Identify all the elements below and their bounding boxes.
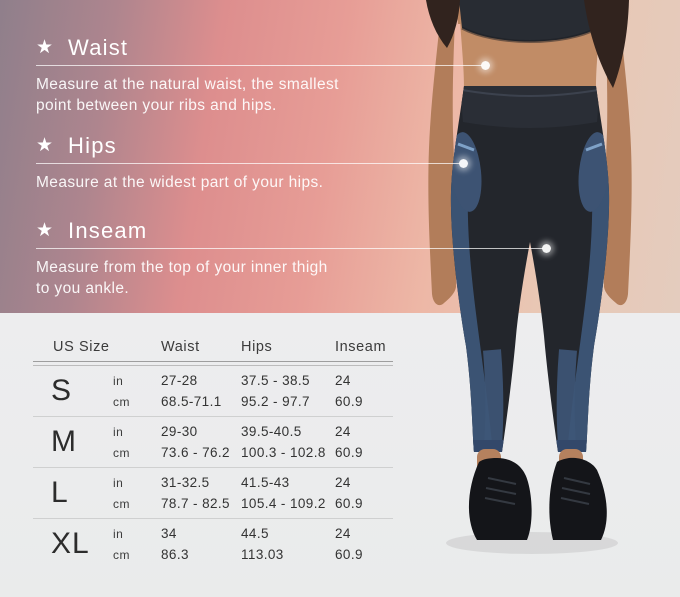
waist-value: 31-32.5 <box>161 475 210 490</box>
hips-value: 37.5 - 38.5 <box>241 373 310 388</box>
unit-label: in <box>113 425 124 439</box>
waist-value: 27-28 <box>161 373 198 388</box>
section-waist-heading: ★ Waist <box>36 33 680 63</box>
waist-value: 73.6 - 76.2 <box>161 445 230 460</box>
hips-value: 105.4 - 109.2 <box>241 496 326 511</box>
section-hips: ★ Hips Measure at the widest part of you… <box>36 131 680 194</box>
unit-label: cm <box>113 446 130 460</box>
header-divider <box>33 361 393 366</box>
header-us-size: US Size <box>53 339 110 355</box>
size-label: M <box>51 425 77 458</box>
size-label: S <box>51 374 73 407</box>
inseam-value: 24 <box>335 373 351 388</box>
hair-left <box>426 0 460 48</box>
size-table: US Size Waist Hips Inseam S in 27-28 37.… <box>33 313 393 569</box>
section-title: Hips <box>68 133 117 158</box>
model-photo <box>380 0 680 597</box>
measurement-guide: ★ Waist Measure at the natural waist, th… <box>36 33 680 300</box>
inseam-value: 60.9 <box>335 394 363 409</box>
waist-value: 34 <box>161 526 177 541</box>
hips-value: 113.03 <box>241 547 284 562</box>
inseam-value: 24 <box>335 475 351 490</box>
star-icon: ★ <box>36 219 54 241</box>
callout-dot-inseam <box>542 244 551 253</box>
section-title: Waist <box>68 35 129 60</box>
size-label: XL <box>51 527 90 560</box>
table-row-l: L in 31-32.5 41.5-43 24 cm 78.7 - 82.5 1… <box>33 468 393 519</box>
size-label: L <box>51 476 69 509</box>
hips-value: 39.5-40.5 <box>241 424 302 439</box>
section-waist: ★ Waist Measure at the natural waist, th… <box>36 33 680 117</box>
row-m-inches: in 29-30 39.5-40.5 24 <box>113 421 393 442</box>
row-l-cm: cm 78.7 - 82.5 105.4 - 109.2 60.9 <box>113 493 393 514</box>
waist-value: 78.7 - 82.5 <box>161 496 230 511</box>
unit-label: cm <box>113 497 130 511</box>
row-s-inches: in 27-28 37.5 - 38.5 24 <box>113 370 393 391</box>
left-sneaker <box>468 458 532 540</box>
hips-value: 100.3 - 102.8 <box>241 445 326 460</box>
section-inseam: ★ Inseam Measure from the top of your in… <box>36 216 680 300</box>
table-row-xl: XL in 34 44.5 24 cm 86.3 113.03 60.9 <box>33 519 393 569</box>
table-row-m: M in 29-30 39.5-40.5 24 cm 73.6 - 76.2 1… <box>33 417 393 468</box>
unit-label: in <box>113 476 124 490</box>
sports-bra <box>459 0 601 42</box>
row-m-cm: cm 73.6 - 76.2 100.3 - 102.8 60.9 <box>113 442 393 463</box>
star-icon: ★ <box>36 134 54 156</box>
waist-value: 29-30 <box>161 424 198 439</box>
section-title: Inseam <box>68 218 148 243</box>
unit-label: in <box>113 374 124 388</box>
hips-value: 44.5 <box>241 526 269 541</box>
unit-label: cm <box>113 548 130 562</box>
star-icon: ★ <box>36 36 54 58</box>
callout-dot-hips <box>459 159 468 168</box>
hips-value: 95.2 - 97.7 <box>241 394 310 409</box>
table-header: US Size Waist Hips Inseam <box>33 313 393 355</box>
row-xl-cm: cm 86.3 113.03 60.9 <box>113 544 393 565</box>
unit-label: cm <box>113 395 130 409</box>
inseam-value: 24 <box>335 424 351 439</box>
section-description: Measure from the top of your inner thigh… <box>36 259 328 297</box>
section-inseam-heading: ★ Inseam <box>36 216 680 246</box>
header-hips: Hips <box>241 339 273 355</box>
callout-line-waist <box>36 61 490 70</box>
callout-line-inseam <box>36 244 551 253</box>
hips-value: 41.5-43 <box>241 475 290 490</box>
row-s-cm: cm 68.5-71.1 95.2 - 97.7 60.9 <box>113 391 393 412</box>
callout-dot-waist <box>481 61 490 70</box>
section-description: Measure at the widest part of your hips. <box>36 174 324 191</box>
section-description: Measure at the natural waist, the smalle… <box>36 76 339 114</box>
section-hips-heading: ★ Hips <box>36 131 680 161</box>
shoe-laces <box>484 477 591 505</box>
inseam-value: 24 <box>335 526 351 541</box>
callout-line-hips <box>36 159 468 168</box>
right-sneaker <box>549 457 607 540</box>
waist-value: 86.3 <box>161 547 189 562</box>
left-arm <box>428 0 457 306</box>
inseam-value: 60.9 <box>335 547 363 562</box>
inseam-value: 60.9 <box>335 445 363 460</box>
inseam-value: 60.9 <box>335 496 363 511</box>
row-xl-inches: in 34 44.5 24 <box>113 523 393 544</box>
unit-label: in <box>113 527 124 541</box>
model-figure <box>426 0 632 554</box>
row-l-inches: in 31-32.5 41.5-43 24 <box>113 472 393 493</box>
table-row-s: S in 27-28 37.5 - 38.5 24 cm 68.5-71.1 9… <box>33 366 393 417</box>
bra-band <box>461 26 599 43</box>
waist-value: 68.5-71.1 <box>161 394 222 409</box>
hair-right <box>584 0 629 88</box>
header-waist: Waist <box>161 339 200 355</box>
header-inseam: Inseam <box>335 339 387 355</box>
